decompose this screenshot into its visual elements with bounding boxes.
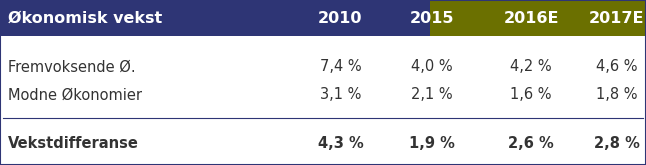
Text: 4,2 %: 4,2 % (510, 59, 552, 74)
FancyBboxPatch shape (430, 0, 646, 36)
Text: Vekstdifferanse: Vekstdifferanse (8, 136, 139, 151)
Text: 1,9 %: 1,9 % (408, 136, 455, 151)
FancyBboxPatch shape (0, 0, 430, 36)
Text: 2,8 %: 2,8 % (594, 136, 640, 151)
Text: Modne Økonomier: Modne Økonomier (8, 87, 141, 102)
Text: 2017E: 2017E (589, 11, 645, 26)
Text: 2016E: 2016E (503, 11, 559, 26)
Text: 2015: 2015 (410, 11, 453, 26)
Text: 4,3 %: 4,3 % (318, 136, 363, 151)
Text: Økonomisk vekst: Økonomisk vekst (8, 11, 162, 26)
Text: 2,1 %: 2,1 % (411, 87, 452, 102)
Text: 1,6 %: 1,6 % (510, 87, 552, 102)
Text: 2,6 %: 2,6 % (508, 136, 554, 151)
Text: 3,1 %: 3,1 % (320, 87, 361, 102)
Text: 1,8 %: 1,8 % (596, 87, 638, 102)
Text: Fremvoksende Ø.: Fremvoksende Ø. (8, 59, 136, 74)
Text: 4,6 %: 4,6 % (596, 59, 638, 74)
Text: 7,4 %: 7,4 % (320, 59, 361, 74)
Text: 2010: 2010 (318, 11, 362, 26)
Text: 4,0 %: 4,0 % (411, 59, 452, 74)
